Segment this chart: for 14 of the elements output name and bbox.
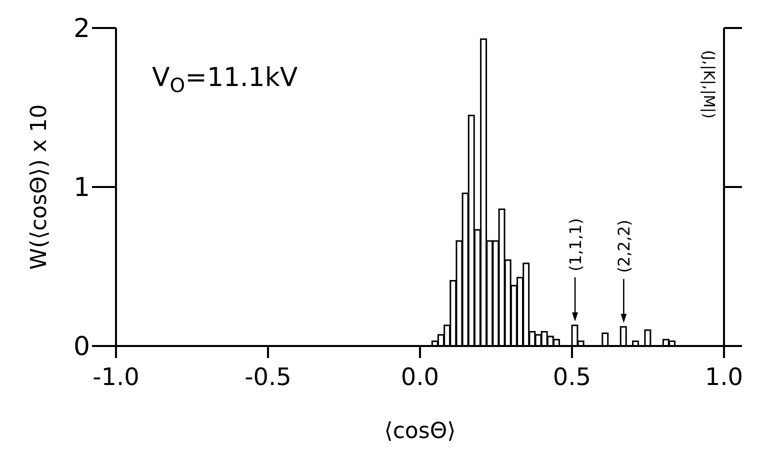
y-tick-label: 1: [73, 173, 90, 204]
x-tick-label: -1.0: [92, 363, 140, 392]
annotation: (J,|K|,|M|): [700, 50, 718, 119]
x-tick-label: 0.0: [400, 363, 440, 392]
annotation: (1,1,1): [566, 218, 586, 272]
y-tick-label: 2: [73, 14, 90, 44]
x-axis-title: ⟨cosΘ⟩: [384, 419, 456, 444]
x-tick-label: 0.5: [552, 363, 592, 392]
x-tick-label: 1.0: [704, 363, 744, 392]
y-axis-title: W(⟨cosΘ⟩) x 10: [26, 104, 52, 270]
annotation: (2,2,2): [614, 220, 634, 273]
y-tick-label: 0: [73, 332, 90, 362]
annotation: V$_{O}$=11.1kV: [152, 63, 298, 97]
x-tick-label: -0.5: [244, 363, 292, 392]
